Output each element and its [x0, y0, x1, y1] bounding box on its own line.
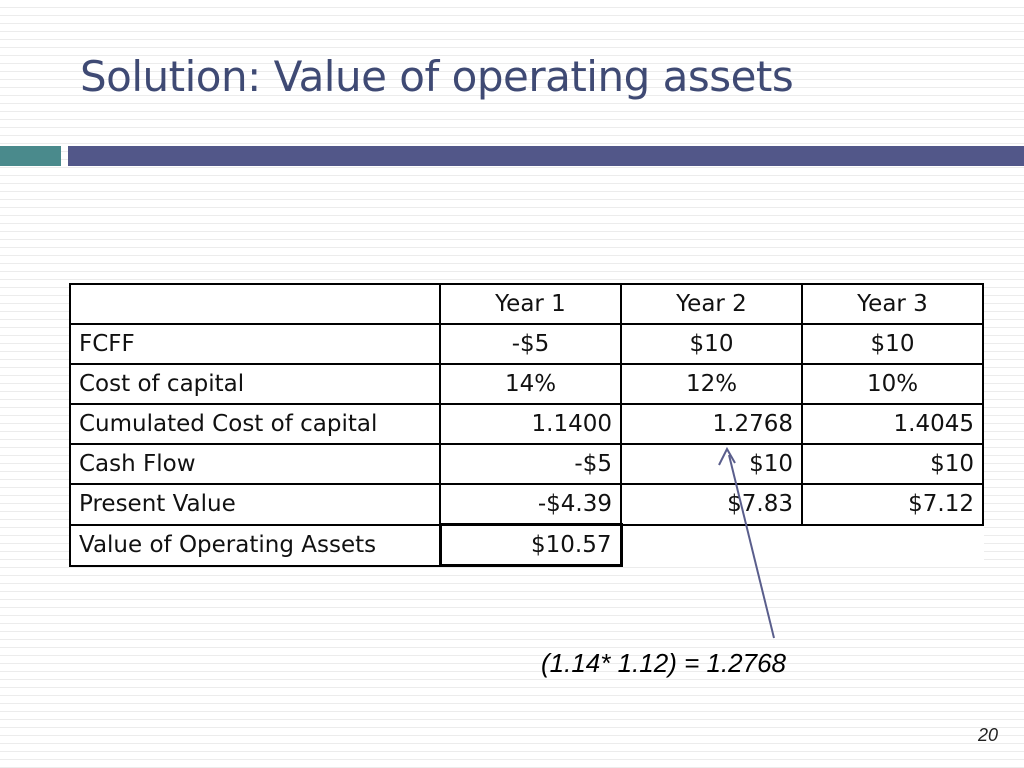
- table-row-cash-flow: Cash Flow -$5 $10 $10: [69, 443, 984, 485]
- header-cell-year-2: Year 2: [620, 283, 803, 325]
- header-cell-year-3: Year 3: [801, 283, 984, 325]
- row-label: Cost of capital: [69, 363, 441, 405]
- slide-title: Solution: Value of operating assets: [80, 52, 794, 101]
- table-cell: $7.83: [620, 483, 803, 526]
- table-cell: -$5: [439, 323, 622, 365]
- table-cell: 14%: [439, 363, 622, 405]
- accent-block-teal: [0, 146, 61, 166]
- table-row-present-value: Present Value -$4.39 $7.83 $7.12: [69, 483, 984, 526]
- table-cell: 1.2768: [620, 403, 803, 445]
- row-label: Cash Flow: [69, 443, 441, 485]
- table-row-value-of-operating-assets: Value of Operating Assets $10.57: [69, 523, 983, 567]
- table-cell: $10: [801, 443, 984, 485]
- row-label: Cumulated Cost of capital: [69, 403, 441, 445]
- table-row-fcff: FCFF -$5 $10 $10: [69, 323, 984, 365]
- header-cell-year-1: Year 1: [439, 283, 622, 325]
- row-label: Value of Operating Assets: [69, 523, 441, 567]
- empty-cell: [802, 525, 983, 566]
- table-header-row: Year 1 Year 2 Year 3: [69, 283, 984, 325]
- accent-bar: [68, 146, 1024, 166]
- table-row-cost-of-capital: Cost of capital 14% 12% 10%: [69, 363, 984, 405]
- header-cell-empty: [69, 283, 441, 325]
- table-cell: 10%: [801, 363, 984, 405]
- table-cell: $10: [620, 323, 803, 365]
- empty-cell: [621, 525, 802, 566]
- page-number: 20: [977, 725, 998, 745]
- total-value-cell: $10.57: [438, 523, 623, 567]
- table-cell: -$4.39: [439, 483, 622, 526]
- table-row-cumulated-cost: Cumulated Cost of capital 1.1400 1.2768 …: [69, 403, 984, 445]
- valuation-table: Year 1 Year 2 Year 3 FCFF -$5 $10 $10 Co…: [69, 283, 984, 567]
- table-cell: 12%: [620, 363, 803, 405]
- table-cell: $10: [801, 323, 984, 365]
- table-cell: 1.4045: [801, 403, 984, 445]
- formula-note: (1.14* 1.12) = 1.2768: [541, 648, 787, 678]
- table-cell: -$5: [439, 443, 622, 485]
- table-cell: $7.12: [801, 483, 984, 526]
- row-label: FCFF: [69, 323, 441, 365]
- row-label: Present Value: [69, 483, 441, 526]
- table-cell: 1.1400: [439, 403, 622, 445]
- table-cell: $10: [620, 443, 803, 485]
